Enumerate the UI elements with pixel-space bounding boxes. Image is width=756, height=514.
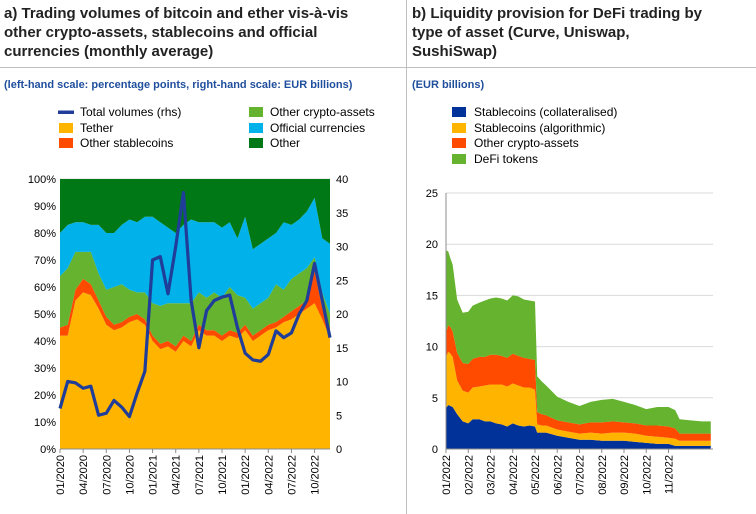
y-tick-right-a: 35 bbox=[336, 208, 348, 220]
x-tick-label-b: 02/2022 bbox=[463, 455, 475, 495]
y-tick-right-a: 10 bbox=[336, 377, 348, 389]
x-tick-label-a: 07/2021 bbox=[194, 455, 206, 495]
y-tick-right-a: 25 bbox=[336, 275, 348, 287]
y-tick-left-a: 90% bbox=[34, 201, 56, 213]
y-tick-right-a: 30 bbox=[336, 242, 348, 254]
x-tick-label-b: 07/2022 bbox=[575, 455, 587, 495]
x-tick-label-b: 11/2022 bbox=[664, 455, 676, 494]
legend-swatch-b bbox=[452, 138, 466, 148]
y-tick-right-a: 40 bbox=[336, 174, 348, 186]
x-tick-label-b: 01/2022 bbox=[441, 455, 453, 495]
x-tick-label-b: 03/2022 bbox=[486, 455, 498, 495]
y-tick-right-a: 5 bbox=[336, 410, 342, 422]
panel-b-title-line: type of asset (Curve, Uniswap, bbox=[412, 24, 630, 41]
y-tick-left-a: 0% bbox=[40, 444, 56, 456]
legend-label-b: Stablecoins (algorithmic) bbox=[474, 121, 605, 135]
x-tick-label-a: 10/2020 bbox=[124, 455, 136, 495]
panel-b-header-rule bbox=[407, 67, 756, 68]
y-tick-left-a: 10% bbox=[34, 417, 56, 429]
line-total-volumes bbox=[58, 190, 332, 419]
chart-a: 0% 10% 20% 30% 40% 50% 60% 70% 80% 90% 100% 0 5 10 15 2… bbox=[28, 105, 375, 495]
area-other bbox=[60, 179, 330, 250]
y-tick-left-a: 100% bbox=[28, 174, 56, 186]
x-tick-label-a: 01/2021 bbox=[148, 455, 160, 495]
x-tick-label-a: 04/2020 bbox=[78, 455, 90, 495]
y-tick-b: 5 bbox=[432, 393, 438, 405]
chart-b: 0 5 10 15 20 25 01/2022 02/2022 03/2022 04/2022 05… bbox=[426, 105, 713, 495]
legend-swatch-a bbox=[249, 123, 263, 133]
y-tick-left-a: 40% bbox=[34, 336, 56, 348]
area-other-crypto-assets bbox=[60, 251, 330, 347]
legend-label-b: DeFi tokens bbox=[474, 152, 538, 166]
y-tick-left-a: 80% bbox=[34, 228, 56, 240]
panel-b-title-line: SushiSwap) bbox=[412, 43, 498, 60]
panel-a-header-rule bbox=[0, 67, 406, 68]
x-tick-label-a: 01/2020 bbox=[55, 455, 67, 495]
y-tick-left-a: 70% bbox=[34, 255, 56, 267]
panel-a-scale-note: (left-hand scale: percentage points, rig… bbox=[4, 79, 353, 91]
x-tick-label-b: 09/2022 bbox=[619, 455, 631, 495]
legend-swatch-a bbox=[249, 138, 263, 148]
panel-a-title-line: a) Trading volumes of bitcoin and ether … bbox=[4, 5, 349, 22]
y-tick-b: 15 bbox=[426, 290, 438, 302]
x-tick-label-a: 01/2022 bbox=[240, 455, 252, 495]
y-tick-b: 10 bbox=[426, 342, 438, 354]
area-b-stablecoins-collateralised- bbox=[446, 404, 711, 449]
panel-b-title: b) Liquidity provision for DeFi trading … bbox=[412, 4, 752, 61]
y-tick-right-a: 15 bbox=[336, 343, 348, 355]
legend-swatch-b bbox=[452, 154, 466, 164]
legend-swatch-b bbox=[452, 107, 466, 117]
y-tick-left-a: 30% bbox=[34, 363, 56, 375]
legend-swatch-a bbox=[249, 107, 263, 117]
area-tether bbox=[60, 292, 330, 449]
x-tick-label-a: 07/2022 bbox=[286, 455, 298, 495]
panel-b-title-line: b) Liquidity provision for DeFi trading … bbox=[412, 5, 702, 22]
panel-a-title-line: currencies (monthly average) bbox=[4, 43, 214, 60]
x-tick-label-b: 06/2022 bbox=[552, 455, 564, 495]
x-tick-label-b: 05/2022 bbox=[530, 455, 542, 495]
panel-b-scale-note: (EUR billions) bbox=[412, 79, 485, 91]
area-b-stablecoins-algorithmic- bbox=[446, 351, 711, 446]
area-b-defi-tokens bbox=[446, 250, 711, 434]
y-tick-left-a: 20% bbox=[34, 390, 56, 402]
y-tick-right-a: 20 bbox=[336, 309, 348, 321]
area-official-currencies bbox=[60, 197, 330, 314]
x-tick-label-a: 10/2022 bbox=[310, 455, 322, 495]
legend-label-a: Other bbox=[270, 136, 300, 150]
x-tick-label-b: 08/2022 bbox=[597, 455, 609, 495]
area-b-other-crypto-assets bbox=[446, 325, 711, 441]
x-tick-label-a: 10/2021 bbox=[217, 455, 229, 495]
x-tick-label-a: 04/2021 bbox=[171, 455, 183, 495]
area-other-stablecoins bbox=[60, 270, 330, 352]
x-tick-label-a: 07/2020 bbox=[101, 455, 113, 495]
y-tick-b: 25 bbox=[426, 188, 438, 200]
legend-label-b: Stablecoins (collateralised) bbox=[474, 105, 617, 119]
y-tick-left-a: 60% bbox=[34, 282, 56, 294]
panel-divider bbox=[406, 0, 407, 514]
legend-label-b: Other crypto-assets bbox=[474, 136, 579, 150]
y-tick-right-a: 0 bbox=[336, 444, 342, 456]
legend-swatch-a bbox=[59, 138, 73, 148]
x-tick-label-a: 04/2022 bbox=[263, 455, 275, 495]
y-tick-b: 0 bbox=[432, 444, 438, 456]
legend-swatch-a bbox=[58, 110, 74, 114]
legend-label-a: Other crypto-assets bbox=[270, 105, 375, 119]
legend-label-a: Total volumes (rhs) bbox=[80, 105, 181, 119]
y-tick-b: 20 bbox=[426, 239, 438, 251]
panel-a-title-line: other crypto-assets, stablecoins and off… bbox=[4, 24, 318, 41]
legend-swatch-b bbox=[452, 123, 466, 133]
legend-label-a: Official currencies bbox=[270, 121, 365, 135]
legend-swatch-a bbox=[59, 123, 73, 133]
y-tick-left-a: 50% bbox=[34, 309, 56, 321]
x-tick-label-b: 04/2022 bbox=[508, 455, 520, 495]
legend-label-a: Tether bbox=[80, 121, 113, 135]
panel-a-title: a) Trading volumes of bitcoin and ether … bbox=[4, 4, 402, 61]
x-tick-label-b: 10/2022 bbox=[641, 455, 653, 495]
legend-label-a: Other stablecoins bbox=[80, 136, 173, 150]
